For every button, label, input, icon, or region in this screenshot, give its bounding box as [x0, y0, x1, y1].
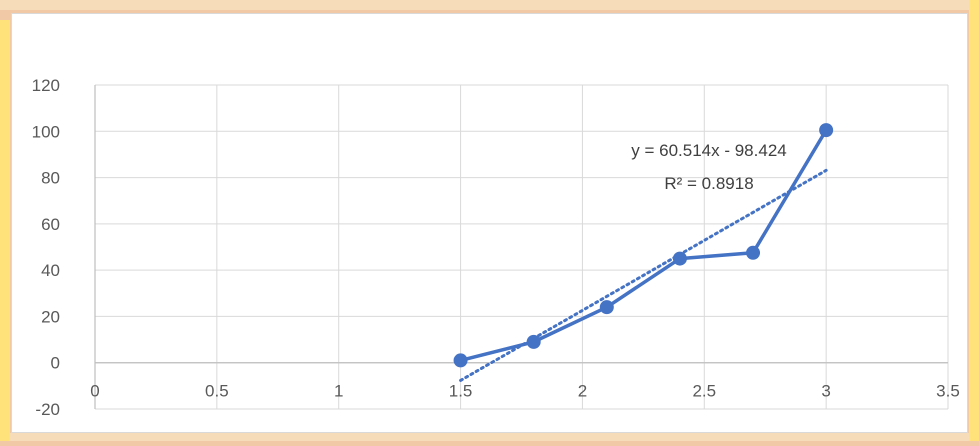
x-tick-label: 2.5: [692, 382, 716, 401]
y-tick-label: 60: [41, 215, 60, 234]
y-tick-label: 20: [41, 307, 60, 326]
y-tick-label: 80: [41, 169, 60, 188]
gridlines: [94, 84, 949, 410]
data-point: [819, 123, 834, 138]
trendline-equation-label: y = 60.514x - 98.424: [631, 141, 786, 160]
trendline-annotation: y = 60.514x - 98.424 R² = 0.8918: [631, 141, 786, 193]
x-tick-label: 0.5: [205, 382, 229, 401]
chart-area: -20 0 20 40 60 80 100 120 0 0.5 1 1.5 2 2.5 3 3.5 y = 6…: [11, 13, 968, 433]
series-line: [460, 129, 828, 363]
y-tick-label: 100: [32, 122, 60, 141]
series-group: [453, 123, 834, 368]
watermark-yellow-right: [969, 0, 979, 441]
trendline: [459, 168, 828, 382]
data-point: [599, 300, 614, 315]
chart-plot: -20 0 20 40 60 80 100 120 0 0.5 1 1.5 2 2.5 3 3.5 y = 6…: [32, 76, 960, 419]
watermark-stripe-top: [0, 0, 979, 10]
data-point: [526, 334, 541, 349]
x-tick-label: 3: [821, 382, 830, 401]
x-tick-label: 1.5: [449, 382, 473, 401]
x-tick-label: 0: [90, 382, 99, 401]
watermark-stripe-bottom: [0, 433, 979, 441]
trendline-r2-label: R² = 0.8918: [664, 174, 753, 193]
data-point: [746, 245, 761, 260]
watermark-yellow-left: [0, 20, 10, 441]
axis-tick-labels: -20 0 20 40 60 80 100 120 0 0.5 1 1.5 2 2.5 3 3.5: [32, 76, 960, 419]
data-point: [453, 353, 468, 368]
data-point: [672, 251, 687, 266]
x-tick-label: 2: [578, 382, 587, 401]
y-tick-label: 120: [32, 76, 60, 95]
y-tick-label: 0: [51, 354, 60, 373]
trendline-group: [459, 168, 828, 382]
x-tick-label: 1: [334, 382, 343, 401]
y-tick-label: -20: [35, 400, 60, 419]
x-tick-label: 3.5: [936, 382, 960, 401]
y-tick-label: 40: [41, 261, 60, 280]
